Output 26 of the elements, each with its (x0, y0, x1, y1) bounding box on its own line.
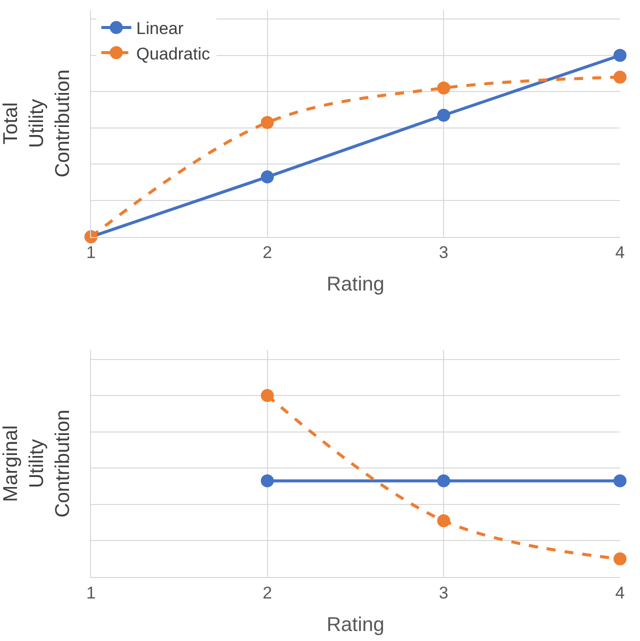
x-tick-label: 2 (262, 583, 272, 602)
point (614, 48, 626, 62)
x-axis-title: Rating (326, 274, 384, 296)
point (260, 389, 274, 402)
point (614, 552, 626, 566)
x-tick-label: 3 (438, 583, 448, 602)
x-tick-label: 1 (86, 583, 96, 602)
point (437, 474, 450, 488)
point (614, 474, 626, 488)
point (260, 116, 274, 129)
x-tick-label: 4 (615, 583, 625, 602)
x-axis-title: Rating (326, 614, 384, 636)
point (614, 70, 626, 84)
point (437, 82, 450, 95)
y-axis-title: Marginal Utility Contribution (0, 410, 74, 518)
x-tick-label: 4 (615, 243, 625, 262)
y-axis-title: Total Utility Contribution (0, 69, 74, 178)
x-tick-label: 2 (262, 243, 272, 262)
legend-label: Linear (136, 19, 184, 38)
point (260, 474, 274, 488)
point (437, 108, 450, 122)
x-tick-label: 1 (86, 243, 96, 262)
x-tick-label: 3 (438, 243, 448, 262)
point (260, 170, 274, 184)
point (437, 514, 450, 528)
legend-label: Quadratic (136, 44, 210, 64)
